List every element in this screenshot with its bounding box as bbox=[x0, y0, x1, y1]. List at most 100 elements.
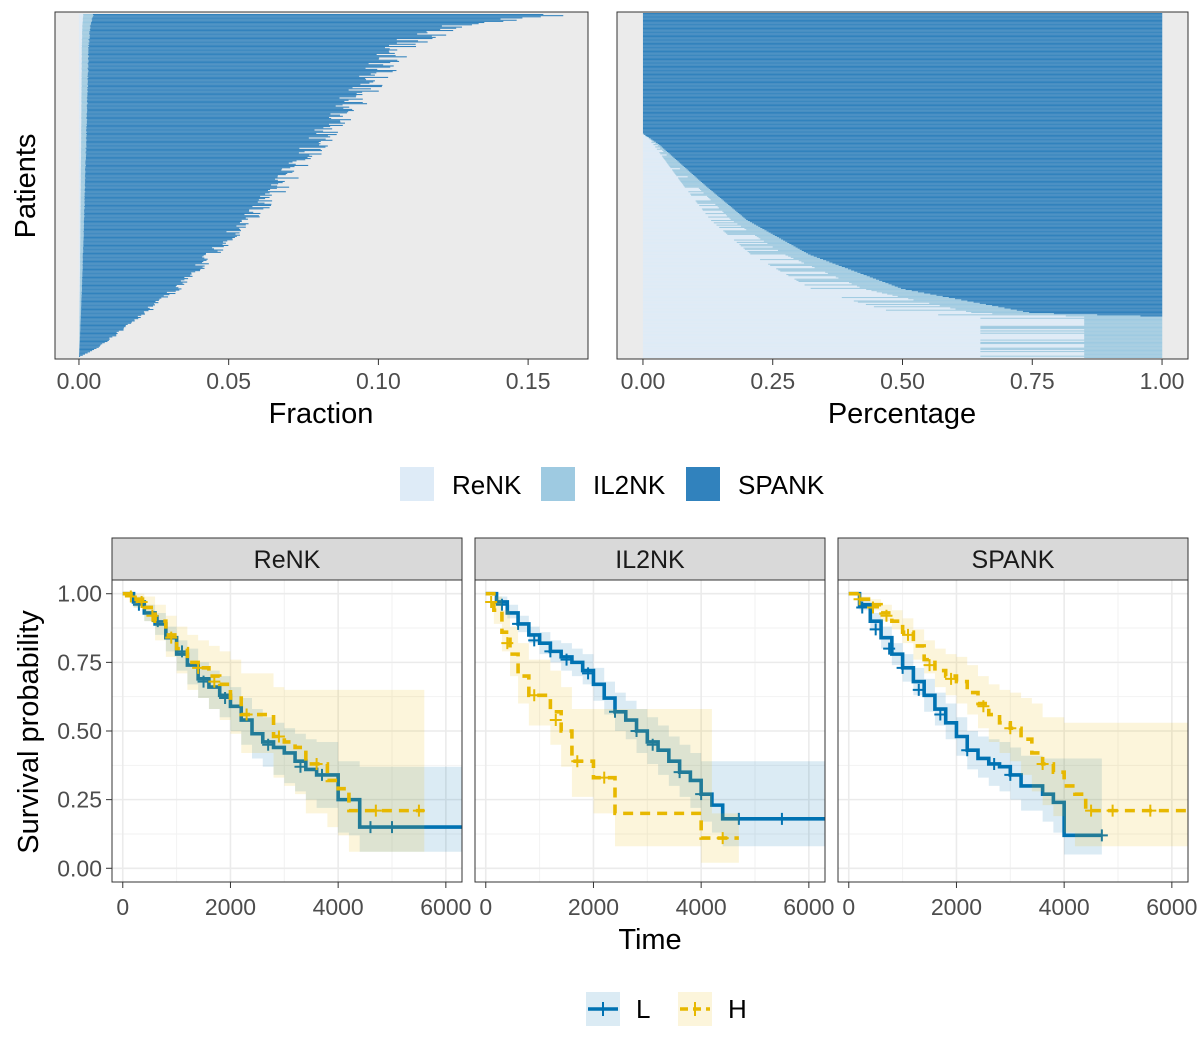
fraction-bar-il2nk bbox=[80, 176, 85, 178]
censor-mark-h bbox=[208, 675, 221, 688]
percentage-bar-spank bbox=[642, 107, 1163, 109]
fraction-bar-il2nk bbox=[81, 84, 89, 86]
percentage-bar-spank bbox=[642, 47, 1163, 49]
fraction-bar-il2nk bbox=[80, 240, 84, 242]
fraction-bar-renk bbox=[78, 116, 82, 118]
percentage-bar-spank bbox=[677, 160, 1163, 162]
fraction-bar-spank bbox=[84, 190, 268, 192]
fraction-bar-renk bbox=[78, 231, 81, 233]
fraction-bar-spank bbox=[91, 18, 501, 20]
fraction-bar-il2nk bbox=[79, 283, 83, 285]
percentage-bar-spank bbox=[642, 76, 1163, 78]
percentage-bar-il2nk bbox=[1084, 329, 1163, 331]
fraction-bar-spank bbox=[86, 112, 347, 114]
fraction-bar-il2nk bbox=[81, 71, 89, 73]
fraction-bar-renk bbox=[78, 78, 82, 80]
percentage-bar-il2nk bbox=[730, 218, 747, 220]
fraction-bar-spank bbox=[83, 246, 224, 248]
fraction-bar-spank bbox=[87, 92, 357, 94]
percentage-bar-spank bbox=[642, 85, 1163, 87]
percentage-bar-il2nk bbox=[1084, 345, 1163, 347]
fraction-bar-spank bbox=[85, 172, 288, 174]
fraction-bar-il2nk bbox=[80, 254, 83, 256]
fraction-bar-il2nk bbox=[81, 134, 87, 136]
fraction-bar-renk bbox=[78, 81, 82, 83]
percentage-bar-spank bbox=[642, 110, 1163, 112]
fraction-bar-renk bbox=[78, 244, 81, 247]
percentage-bar-renk bbox=[642, 229, 747, 231]
percentage-bar-spank bbox=[642, 15, 1163, 17]
fraction-bar-renk bbox=[78, 270, 81, 272]
fraction-bar-spank bbox=[88, 39, 397, 41]
fraction-bar-renk bbox=[78, 267, 81, 269]
fraction-bar-renk bbox=[78, 163, 81, 165]
fraction-bar-spank bbox=[81, 295, 164, 297]
censor-mark-h bbox=[369, 804, 382, 817]
fraction-bar-renk bbox=[78, 306, 80, 308]
percentage-bar-spank bbox=[642, 31, 1163, 33]
fraction-bar-il2nk bbox=[79, 308, 82, 311]
fraction-bar-spank bbox=[86, 146, 326, 148]
percentage-bar-il2nk bbox=[772, 246, 796, 248]
percentage-bar-renk bbox=[642, 174, 676, 176]
percentage-bar-renk bbox=[642, 141, 652, 143]
percentage-bar-renk bbox=[642, 177, 679, 179]
percentage-bar-il2nk bbox=[651, 141, 657, 143]
percentage-bar-spank bbox=[649, 137, 1163, 139]
fraction-bar-spank bbox=[86, 121, 341, 123]
percentage-bar-spank bbox=[642, 109, 1163, 111]
fraction-bar-spank bbox=[79, 344, 101, 346]
fraction-bar-spank bbox=[82, 279, 185, 281]
percentage-x-tick-label: 0.00 bbox=[621, 368, 666, 394]
fraction-bar-il2nk bbox=[80, 231, 84, 233]
fraction-bar-spank bbox=[82, 278, 189, 280]
percentage-bar-il2nk bbox=[737, 223, 755, 225]
percentage-bar-il2nk bbox=[1084, 323, 1163, 325]
percentage-bar-spank bbox=[732, 207, 1163, 209]
percentage-bar-renk bbox=[642, 197, 709, 199]
percentage-bar-spank bbox=[642, 64, 1163, 66]
fraction-bar-spank bbox=[81, 296, 169, 298]
facet-strip-label: IL2NK bbox=[615, 546, 685, 574]
percentage-bar-il2nk bbox=[651, 139, 653, 141]
percentage-bar-il2nk bbox=[980, 341, 1163, 343]
fraction-bar-il2nk bbox=[80, 265, 83, 267]
percentage-bar-il2nk bbox=[838, 277, 874, 279]
percentage-bar-il2nk bbox=[853, 300, 968, 302]
percentage-bar-spank bbox=[816, 256, 1163, 258]
fraction-bar-renk bbox=[78, 225, 81, 227]
percentage-bar-renk bbox=[642, 300, 855, 302]
percentage-bar-renk bbox=[642, 182, 682, 184]
fraction-bar-renk bbox=[78, 276, 80, 279]
censor-mark-l bbox=[988, 757, 1001, 770]
fraction-bar-il2nk bbox=[79, 334, 81, 336]
percentage-bar-renk bbox=[642, 256, 791, 258]
fraction-bar-renk bbox=[78, 224, 81, 226]
fraction-bar-renk bbox=[78, 106, 82, 108]
percentage-bar-renk bbox=[642, 294, 893, 296]
percentage-bar-il2nk bbox=[681, 182, 703, 184]
percentage-bar-il2nk bbox=[866, 289, 906, 291]
fraction-bar-il2nk bbox=[80, 195, 85, 197]
percentage-bar-spank bbox=[642, 73, 1163, 76]
fraction-bar-spank bbox=[87, 94, 363, 96]
percentage-bar-spank bbox=[835, 263, 1163, 265]
percentage-bar-renk bbox=[642, 355, 981, 357]
fraction-bar-spank bbox=[82, 247, 213, 249]
percentage-bar-renk bbox=[642, 192, 704, 194]
percentage-bar-spank bbox=[683, 165, 1163, 168]
fraction-bar-renk bbox=[78, 236, 81, 239]
fraction-bar-il2nk bbox=[80, 174, 86, 176]
fraction-bar-renk bbox=[78, 241, 81, 243]
fraction-bar-spank bbox=[87, 89, 349, 91]
percentage-bar-renk bbox=[642, 180, 681, 182]
percentage-bar-il2nk bbox=[908, 298, 956, 300]
fraction-bar-renk bbox=[78, 314, 80, 316]
fraction-bar-renk bbox=[78, 302, 80, 304]
percentage-bar-spank bbox=[642, 53, 1163, 55]
percentage-bar-il2nk bbox=[748, 252, 807, 254]
percentage-bar-il2nk bbox=[700, 188, 711, 191]
fraction-x-tick-label: 0.00 bbox=[57, 368, 102, 394]
percentage-bar-spank bbox=[882, 280, 1163, 283]
